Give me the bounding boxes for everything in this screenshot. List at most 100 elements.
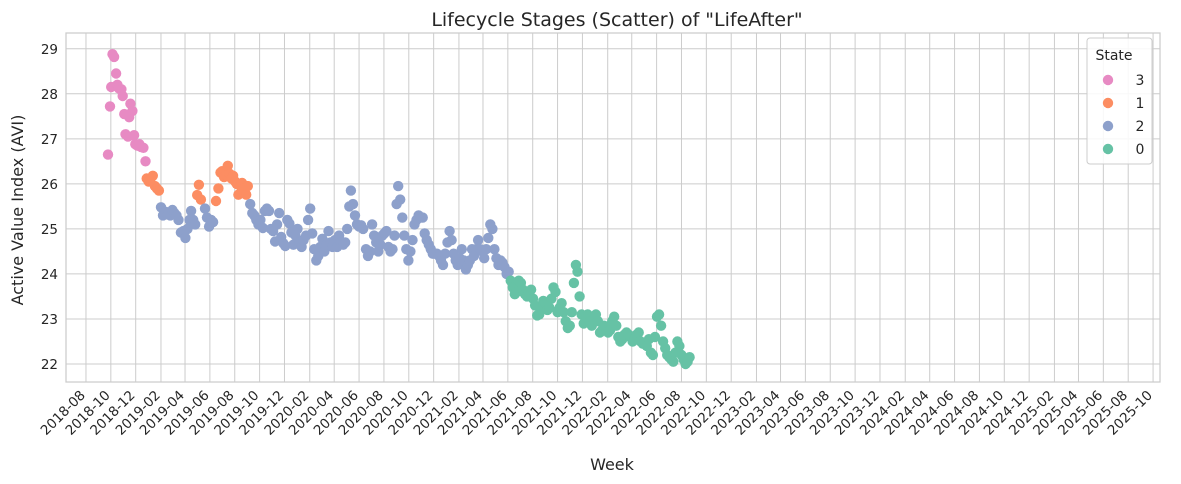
- data-point: [568, 277, 580, 289]
- data-point: [407, 234, 418, 246]
- legend-label-3: 3: [1136, 73, 1145, 89]
- data-point: [574, 291, 585, 302]
- data-point: [572, 266, 583, 277]
- data-point: [280, 240, 291, 252]
- data-point: [472, 234, 484, 246]
- data-point: [674, 340, 685, 352]
- legend: State 3 1 2 0: [1086, 37, 1153, 165]
- y-tick-label: 28: [41, 87, 58, 103]
- data-point: [307, 228, 318, 239]
- data-point: [479, 253, 490, 264]
- data-point: [292, 223, 303, 235]
- data-point: [633, 327, 644, 338]
- data-point: [381, 225, 392, 237]
- data-point: [446, 234, 457, 246]
- data-point: [655, 320, 667, 331]
- y-tick-label: 26: [41, 177, 58, 193]
- data-point: [550, 286, 561, 298]
- legend-label-2: 2: [1136, 119, 1145, 135]
- data-point: [389, 230, 400, 241]
- data-point: [649, 331, 661, 343]
- legend-label-1: 1: [1136, 96, 1145, 112]
- data-point: [305, 203, 316, 214]
- data-point: [242, 180, 253, 192]
- data-point: [340, 237, 351, 248]
- data-point: [241, 189, 252, 200]
- y-tick-label: 22: [41, 357, 58, 373]
- data-point: [525, 284, 537, 295]
- data-point: [193, 179, 205, 190]
- data-point: [284, 218, 295, 229]
- data-point: [668, 356, 679, 367]
- grid-lines: [66, 33, 1160, 382]
- legend-marker-1: [1102, 97, 1114, 109]
- data-point: [437, 259, 449, 271]
- data-point: [257, 222, 269, 234]
- data-point: [147, 170, 158, 181]
- data-point: [255, 214, 266, 226]
- data-point: [117, 90, 128, 102]
- data-point: [395, 194, 406, 205]
- data-point: [405, 246, 416, 257]
- data-point: [611, 320, 622, 331]
- chart-title: Lifecycle Stages (Scatter) of "LifeAfter…: [431, 9, 802, 31]
- x-axis-ticks: 2018-082018-102018-122019-022019-042019-…: [38, 388, 1156, 439]
- data-point: [544, 302, 555, 313]
- data-point: [403, 255, 414, 266]
- legend-marker-3: [1102, 74, 1114, 86]
- data-point: [556, 298, 567, 309]
- data-point: [483, 232, 494, 244]
- data-point: [185, 205, 197, 217]
- data-point: [153, 185, 165, 196]
- data-point: [647, 349, 659, 361]
- legend-label-0: 0: [1136, 142, 1145, 158]
- data-point: [342, 223, 353, 235]
- series-1: [141, 160, 253, 207]
- data-point: [110, 68, 122, 79]
- plot-area: [65, 32, 1161, 383]
- data-point: [207, 216, 219, 228]
- data-point: [195, 194, 207, 205]
- data-point: [489, 244, 500, 255]
- data-point: [108, 51, 120, 63]
- data-point: [127, 105, 138, 117]
- data-point: [323, 225, 334, 237]
- data-point: [439, 248, 451, 259]
- data-point: [263, 205, 275, 217]
- data-point: [345, 185, 357, 196]
- data-point: [481, 244, 492, 255]
- data-point: [487, 223, 498, 235]
- data-point: [138, 142, 149, 153]
- data-point: [609, 311, 620, 322]
- data-point: [566, 307, 577, 318]
- data-point: [182, 223, 193, 235]
- data-point: [684, 352, 695, 363]
- data-point: [444, 225, 455, 237]
- data-point: [375, 239, 386, 250]
- data-point: [393, 180, 404, 192]
- data-point: [222, 160, 233, 171]
- data-point: [653, 309, 665, 320]
- x-axis-label: Week: [590, 455, 635, 474]
- data-point: [190, 219, 201, 230]
- data-point: [102, 149, 114, 160]
- y-tick-label: 25: [41, 222, 58, 238]
- data-point: [302, 214, 314, 226]
- data-point: [104, 101, 116, 112]
- y-axis-ticks: 22 23 24 25 26 27 28 29: [41, 42, 58, 373]
- data-point: [210, 195, 222, 207]
- data-point: [271, 219, 283, 230]
- legend-marker-2: [1102, 120, 1114, 132]
- y-tick-label: 24: [41, 267, 58, 283]
- data-point: [349, 210, 361, 221]
- legend-title: State: [1095, 48, 1132, 64]
- legend-marker-0: [1102, 143, 1114, 155]
- data-point: [366, 219, 378, 230]
- data-point: [399, 230, 410, 241]
- data-point: [213, 183, 224, 194]
- data-point: [274, 207, 285, 219]
- y-tick-label: 29: [41, 42, 58, 58]
- data-point: [558, 307, 569, 318]
- data-point: [397, 212, 408, 223]
